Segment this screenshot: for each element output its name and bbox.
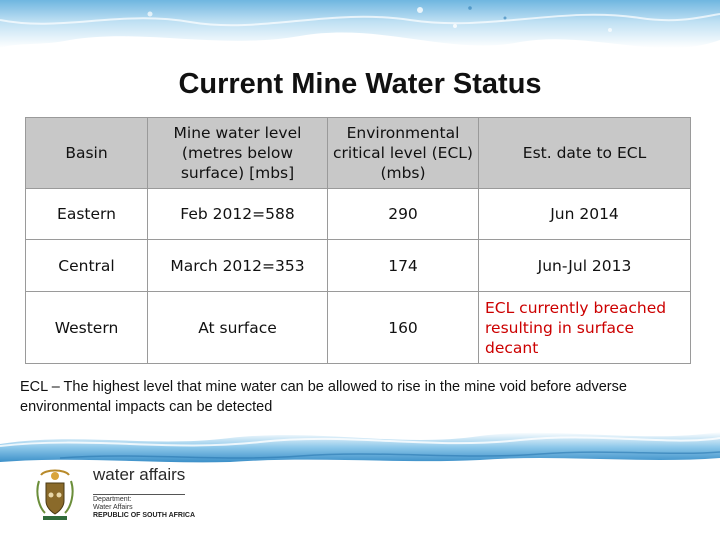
logo-divider xyxy=(93,494,185,495)
table-row: Western At surface 160 ECL currently bre… xyxy=(25,291,691,364)
header-est-date-to-ecl: Est. date to ECL xyxy=(478,117,691,189)
cell-basin: Western xyxy=(25,291,148,364)
cell-water-level: At surface xyxy=(147,291,328,364)
cell-ecl: 174 xyxy=(327,239,479,292)
cell-ecl: 160 xyxy=(327,291,479,364)
water-splash-banner xyxy=(0,0,720,75)
cell-water-level: March 2012=353 xyxy=(147,239,328,292)
coat-of-arms-icon xyxy=(36,469,74,520)
logo-wordmark: water affairs xyxy=(93,465,186,484)
table-header-row: Basin Mine water level (metres below sur… xyxy=(25,117,691,189)
cell-est-date: Jun 2014 xyxy=(478,188,691,240)
logo-country: REPUBLIC OF SOUTH AFRICA xyxy=(93,512,196,519)
page-title: Current Mine Water Status xyxy=(178,68,542,100)
ecl-definition-note: ECL – The highest level that mine water … xyxy=(20,379,627,415)
logo-department-label: Department: xyxy=(93,496,132,503)
table-row: Central March 2012=353 174 Jun-Jul 2013 xyxy=(25,239,691,292)
header-environmental-critical-level: Environmental critical level (ECL) (mbs) xyxy=(327,117,479,189)
water-affairs-logo: water affairs Department: Water Affairs … xyxy=(35,462,195,528)
logo-department-name: Water Affairs xyxy=(93,504,133,511)
mine-water-status-table: Basin Mine water level (metres below sur… xyxy=(25,117,691,364)
cell-basin: Eastern xyxy=(25,188,148,240)
header-mine-water-level: Mine water level (metres below surface) … xyxy=(147,117,328,189)
header-basin: Basin xyxy=(25,117,148,189)
cell-est-date-breached: ECL currently breached resulting in surf… xyxy=(478,291,691,364)
cell-water-level: Feb 2012=588 xyxy=(147,188,328,240)
cell-basin: Central xyxy=(25,239,148,292)
cell-est-date: Jun-Jul 2013 xyxy=(478,239,691,292)
water-wave-footer xyxy=(0,432,720,463)
table-row: Eastern Feb 2012=588 290 Jun 2014 xyxy=(25,188,691,240)
cell-ecl: 290 xyxy=(327,188,479,240)
